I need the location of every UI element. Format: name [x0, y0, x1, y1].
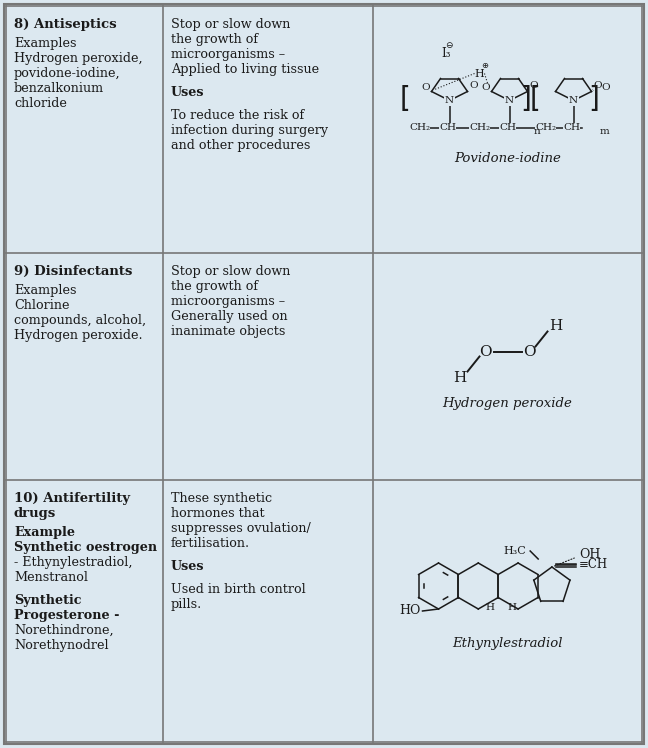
Text: Hydrogen peroxide.: Hydrogen peroxide.: [14, 329, 143, 342]
Text: infection during surgery: infection during surgery: [171, 124, 328, 137]
Text: m: m: [599, 126, 609, 135]
Text: drugs: drugs: [14, 507, 56, 520]
Text: 10) Antifertility: 10) Antifertility: [14, 492, 130, 505]
Text: ]: ]: [588, 85, 599, 112]
Text: Stop or slow down: Stop or slow down: [171, 265, 290, 278]
Text: Examples: Examples: [14, 37, 76, 50]
Text: fertilisation.: fertilisation.: [171, 537, 250, 550]
Text: n: n: [533, 126, 540, 135]
Text: N: N: [445, 96, 454, 105]
Text: Progesterone -: Progesterone -: [14, 609, 119, 622]
Text: I₃: I₃: [442, 47, 451, 60]
Text: Chlorine: Chlorine: [14, 299, 69, 312]
Text: Norethynodrel: Norethynodrel: [14, 639, 109, 652]
Text: the growth of: the growth of: [171, 33, 258, 46]
Text: [: [: [530, 85, 541, 112]
Text: the growth of: the growth of: [171, 280, 258, 293]
Text: Hydrogen peroxide: Hydrogen peroxide: [443, 396, 572, 409]
Text: suppresses ovulation/: suppresses ovulation/: [171, 522, 311, 535]
Text: Menstranol: Menstranol: [14, 571, 88, 584]
Text: - Ethynylestradiol,: - Ethynylestradiol,: [14, 556, 132, 569]
Text: H₃C: H₃C: [503, 546, 526, 556]
Text: Stop or slow down: Stop or slow down: [171, 18, 290, 31]
Text: O: O: [594, 81, 602, 90]
Text: O: O: [421, 83, 430, 92]
Text: ]: ]: [520, 85, 531, 112]
Text: O: O: [601, 83, 610, 92]
Text: ⊖: ⊖: [445, 41, 452, 50]
Text: compounds, alcohol,: compounds, alcohol,: [14, 314, 146, 327]
Text: Examples: Examples: [14, 284, 76, 297]
Text: and other procedures: and other procedures: [171, 139, 310, 152]
Text: O: O: [481, 83, 489, 92]
Text: Hydrogen peroxide,: Hydrogen peroxide,: [14, 52, 143, 65]
Text: Ethynylestradiol: Ethynylestradiol: [452, 637, 562, 650]
Text: H: H: [508, 602, 516, 612]
Text: [: [: [400, 85, 411, 112]
Text: OH: OH: [579, 548, 600, 562]
Text: Example: Example: [14, 526, 75, 539]
Text: These synthetic: These synthetic: [171, 492, 272, 505]
Text: O: O: [479, 345, 492, 358]
Text: Applied to living tissue: Applied to living tissue: [171, 63, 319, 76]
Text: N: N: [569, 96, 578, 105]
Text: 8) Antiseptics: 8) Antiseptics: [14, 18, 117, 31]
Text: Synthetic: Synthetic: [14, 594, 82, 607]
Text: O: O: [529, 81, 538, 90]
Text: Uses: Uses: [171, 86, 205, 99]
Text: CH₂: CH₂: [409, 123, 430, 132]
Text: Povidone-iodine: Povidone-iodine: [454, 152, 561, 165]
Text: Generally used on: Generally used on: [171, 310, 288, 323]
Text: CH: CH: [499, 123, 516, 132]
Text: benzalkonium: benzalkonium: [14, 82, 104, 95]
Text: hormones that: hormones that: [171, 507, 264, 520]
Text: H: H: [486, 602, 495, 612]
Text: 9) Disinfectants: 9) Disinfectants: [14, 265, 132, 278]
Text: Synthetic oestrogen: Synthetic oestrogen: [14, 541, 157, 554]
Text: Used in birth control: Used in birth control: [171, 583, 306, 596]
Text: H: H: [474, 69, 484, 79]
Text: microorganisms –: microorganisms –: [171, 48, 285, 61]
Text: O: O: [470, 81, 478, 90]
Text: CH: CH: [563, 123, 580, 132]
Text: pills.: pills.: [171, 598, 202, 611]
Text: CH₂: CH₂: [469, 123, 490, 132]
Text: CH: CH: [439, 123, 456, 132]
Text: inanimate objects: inanimate objects: [171, 325, 285, 338]
Text: H: H: [549, 319, 562, 333]
Text: To reduce the risk of: To reduce the risk of: [171, 109, 305, 122]
Text: HO: HO: [399, 604, 421, 618]
Text: CH₂: CH₂: [535, 123, 556, 132]
Text: chloride: chloride: [14, 97, 67, 110]
Text: povidone-iodine,: povidone-iodine,: [14, 67, 121, 80]
Text: ⊕: ⊕: [481, 61, 488, 70]
Text: microorganisms –: microorganisms –: [171, 295, 285, 308]
Text: Uses: Uses: [171, 560, 205, 573]
Text: O: O: [523, 345, 536, 358]
Text: Norethindrone,: Norethindrone,: [14, 624, 113, 637]
Text: ≡CH: ≡CH: [579, 559, 608, 571]
Text: H: H: [453, 370, 466, 384]
Text: N: N: [505, 96, 514, 105]
